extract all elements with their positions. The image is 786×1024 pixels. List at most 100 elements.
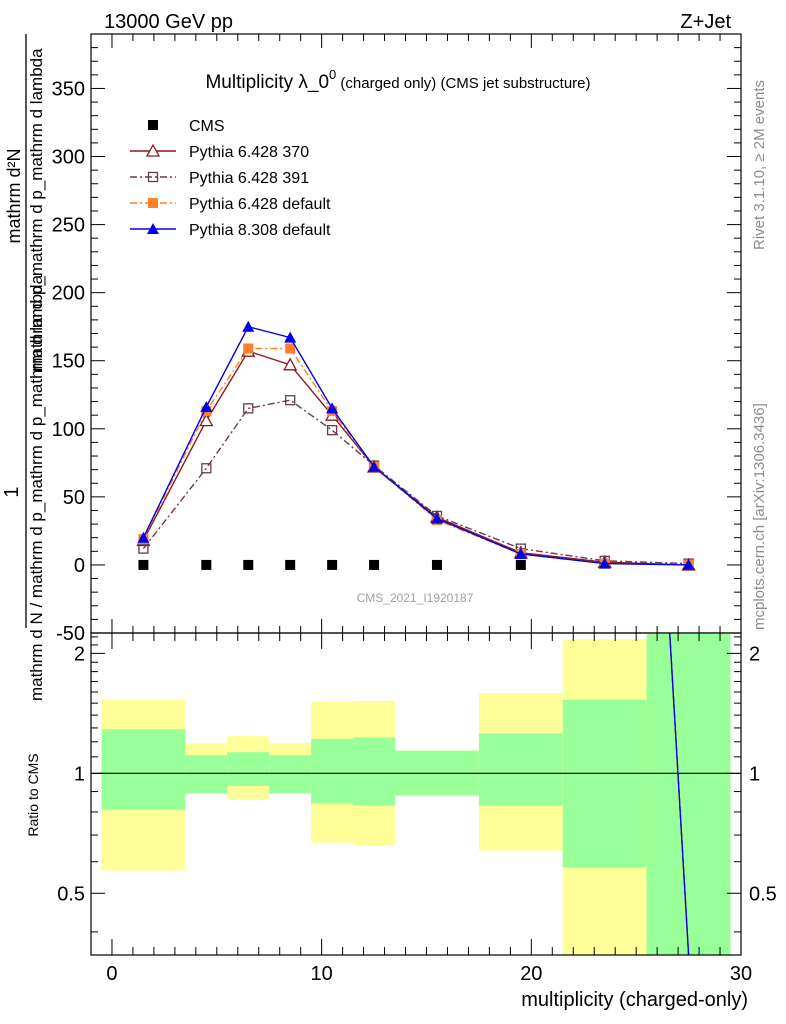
rivet-label: Rivet 3.1.10, ≥ 2M events [751, 80, 768, 250]
chart-title-suffix: (charged only) (CMS jet substructure) [336, 75, 590, 92]
data-point [369, 559, 380, 570]
ratio-axes: 0.5 0.51 12 20 10 20 30 [57, 632, 777, 985]
ratio-band-inner [311, 738, 354, 804]
data-point [284, 331, 297, 343]
data-point [243, 343, 254, 354]
header-right: Z+Jet [680, 11, 731, 33]
data-point [137, 531, 150, 543]
legend-label: Pythia 6.428 default [189, 196, 331, 213]
y-tick-label: 100 [52, 419, 85, 441]
data-point [242, 320, 255, 332]
data-point [326, 402, 339, 414]
ratio-series [669, 632, 690, 956]
data-point [285, 559, 296, 570]
legend-label: CMS [189, 118, 225, 135]
chart-title: Multiplicity λ_00 (charged only) (CMS je… [205, 67, 590, 93]
y-axis-label-numerator: 1 [1, 486, 23, 497]
ratio-band-inner [478, 733, 563, 806]
y-tick-label: 350 [52, 78, 85, 100]
ratio-y-tick-label: 1 [749, 763, 760, 785]
ratio-y-tick-label: 2 [74, 643, 85, 665]
main-series [136, 320, 696, 571]
y-axis-label: 1 mathrm d²N mathrm d N / mathrm d p_mat… [1, 34, 46, 701]
data-point [368, 460, 381, 472]
y-tick-label: 200 [52, 283, 85, 305]
ratio-band-inner [227, 752, 270, 786]
mcplots-label: mcplots.cern.ch [arXiv:1306.3436] [751, 403, 768, 630]
data-point [430, 512, 443, 524]
legend: CMS Pythia 6.428 370 Pythia 6.428 391 Pythi… [130, 118, 331, 239]
data-point [200, 401, 213, 413]
legend-item: Pythia 8.308 default [130, 222, 331, 239]
data-point [514, 548, 527, 560]
x-axis-label: multiplicity (charged-only) [521, 989, 748, 1011]
main-axes: -50 0 50 100 150 200 250 300 350 [52, 33, 742, 645]
data-point [285, 395, 296, 406]
ratio-y-tick-label: 2 [749, 643, 760, 665]
y-tick-label: -50 [56, 623, 85, 645]
y-axis-label-right-denominator: mathrm d p_mathrm d p_mathrm d lambda [27, 48, 46, 372]
legend-label: Pythia 8.308 default [189, 222, 331, 239]
ratio-band-inner [269, 755, 312, 794]
series-line [142, 325, 689, 566]
legend-marker [147, 223, 159, 234]
data-point [199, 413, 214, 427]
ratio-band-inner [646, 633, 731, 955]
ratio-line [669, 632, 690, 956]
series-line [142, 399, 689, 565]
data-point [327, 559, 338, 570]
data-point [138, 559, 149, 570]
data-point [283, 357, 298, 371]
series-line [142, 350, 689, 566]
data-point [138, 543, 149, 554]
legend-label: Pythia 6.428 370 [189, 144, 309, 161]
series-4 [137, 320, 695, 570]
header-left: 13000 GeV pp [104, 11, 233, 33]
data-point [431, 559, 442, 570]
legend-marker [148, 120, 158, 130]
ratio-y-tick-label: 0.5 [749, 883, 777, 905]
y-tick-label: 300 [52, 147, 85, 169]
x-tick-label: 30 [730, 963, 752, 985]
data-point [201, 463, 212, 474]
y-tick-label: 150 [52, 351, 85, 373]
ratio-band-inner [353, 737, 396, 806]
data-point [285, 343, 296, 354]
x-tick-label: 10 [311, 963, 333, 985]
data-point [243, 559, 254, 570]
legend-marker [148, 198, 158, 208]
legend-item: CMS [148, 118, 225, 135]
y-axis-label-denominator: mathrm d N / mathrm d p_mathrm d p_mathr… [27, 274, 46, 701]
chart-title-superscript: 0 [329, 67, 336, 82]
ratio-y-tick-label: 0.5 [57, 883, 85, 905]
legend-marker [145, 143, 161, 157]
data-point [201, 559, 212, 570]
analysis-watermark: CMS_2021_I1920187 [357, 591, 474, 605]
x-tick-label: 0 [106, 963, 117, 985]
data-point [515, 559, 526, 570]
legend-item: Pythia 6.428 391 [130, 170, 309, 187]
legend-item: Pythia 6.428 370 [130, 143, 309, 161]
ratio-frame [90, 632, 742, 956]
y-tick-label: 0 [74, 555, 85, 577]
ratio-bands [91, 633, 741, 955]
y-tick-label: 50 [63, 487, 85, 509]
ratio-y-tick-label: 1 [74, 763, 85, 785]
y-axis-label-right-numerator: mathrm d²N [4, 148, 24, 243]
ratio-band-inner [101, 729, 186, 810]
series-0 [138, 559, 526, 570]
y-tick-label: 250 [52, 215, 85, 237]
legend-item: Pythia 6.428 default [130, 196, 331, 213]
data-point [326, 425, 338, 436]
x-tick-label: 20 [520, 963, 542, 985]
ratio-band-inner [562, 699, 647, 868]
data-point [682, 558, 695, 570]
data-point [598, 557, 611, 569]
legend-label: Pythia 6.428 391 [189, 170, 309, 187]
data-point [243, 403, 254, 414]
chart-title-main: Multiplicity λ_0 [205, 72, 329, 93]
ratio-y-label: Ratio to CMS [25, 753, 41, 836]
legend-marker [147, 171, 159, 183]
ratio-band-inner [185, 755, 228, 794]
